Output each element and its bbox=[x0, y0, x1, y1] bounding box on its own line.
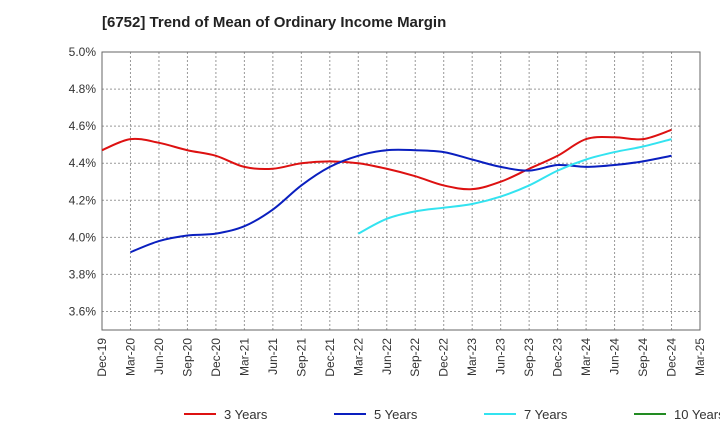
x-tick-label: Jun-22 bbox=[380, 338, 394, 375]
x-tick-label: Mar-23 bbox=[465, 338, 479, 376]
x-tick-label: Jun-21 bbox=[266, 338, 280, 375]
x-tick-label: Sep-23 bbox=[522, 338, 536, 377]
x-tick-label: Dec-23 bbox=[551, 338, 565, 377]
series-line-7-years bbox=[357, 138, 672, 235]
chart-title: [6752] Trend of Mean of Ordinary Income … bbox=[102, 14, 447, 31]
x-tick-label: Sep-21 bbox=[294, 338, 308, 377]
legend-label-10-years: 10 Years bbox=[674, 407, 720, 422]
x-tick-label: Sep-24 bbox=[636, 338, 650, 377]
plot-frame bbox=[101, 51, 701, 331]
x-tick-label: Jun-20 bbox=[152, 338, 166, 375]
legend-label-5-years: 5 Years bbox=[374, 407, 418, 422]
y-tick-label: 4.8% bbox=[69, 82, 97, 96]
legend-label-3-years: 3 Years bbox=[224, 407, 268, 422]
x-tick-label: Sep-20 bbox=[180, 338, 194, 377]
x-tick-label: Jun-23 bbox=[494, 338, 508, 375]
x-tick-label: Mar-22 bbox=[351, 338, 365, 376]
x-tick-label: Dec-20 bbox=[209, 338, 223, 377]
y-tick-label: 4.4% bbox=[69, 156, 97, 170]
y-tick-label: 5.0% bbox=[69, 45, 97, 59]
x-tick-label: Dec-24 bbox=[665, 338, 679, 377]
x-tick-label: Mar-25 bbox=[693, 338, 707, 376]
x-tick-label: Mar-20 bbox=[123, 338, 137, 376]
y-tick-label: 4.6% bbox=[69, 119, 97, 133]
x-tick-label: Dec-19 bbox=[95, 338, 109, 377]
y-tick-label: 4.2% bbox=[69, 193, 97, 207]
x-tick-label: Mar-24 bbox=[579, 338, 593, 376]
x-tick-label: Jun-24 bbox=[608, 338, 622, 375]
x-tick-label: Sep-22 bbox=[408, 338, 422, 377]
y-tick-label: 4.0% bbox=[69, 230, 97, 244]
x-tick-label: Mar-21 bbox=[237, 338, 251, 376]
series-line-3-years bbox=[101, 128, 672, 191]
x-tick-label: Dec-22 bbox=[437, 338, 451, 377]
y-tick-label: 3.6% bbox=[69, 304, 97, 318]
x-tick-label: Dec-21 bbox=[323, 338, 337, 377]
series-line-5-years bbox=[130, 148, 672, 254]
legend-label-7-years: 7 Years bbox=[524, 407, 568, 422]
y-tick-label: 3.8% bbox=[69, 267, 97, 281]
